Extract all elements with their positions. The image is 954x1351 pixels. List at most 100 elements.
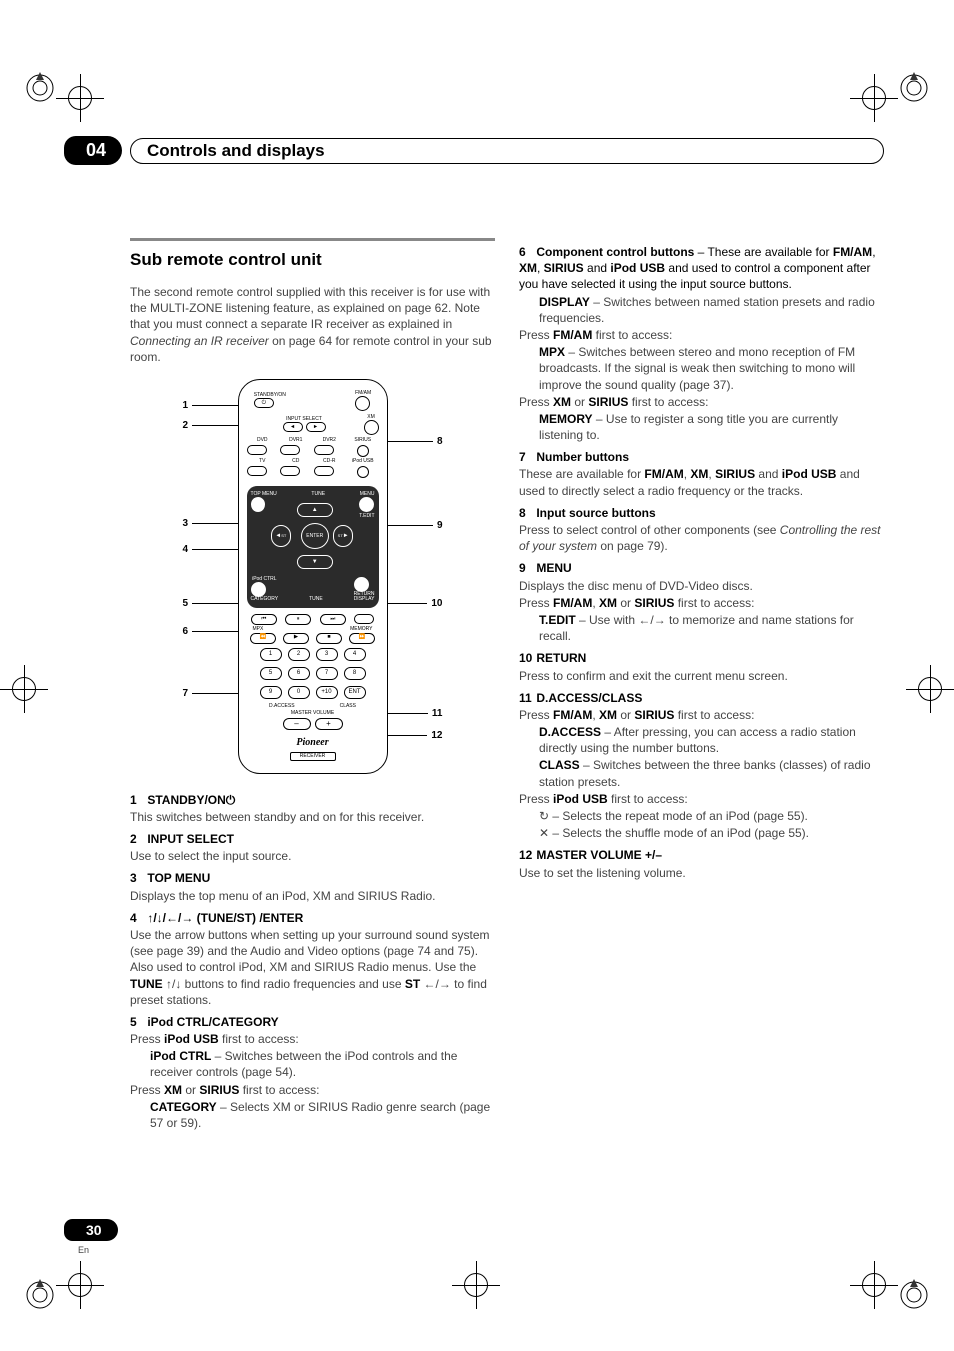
- remote-btn-dvd: [247, 445, 267, 455]
- right-column: 6 Component control buttons – These are …: [519, 238, 884, 1135]
- item-text: Press XM or SIRIUS first to access:: [519, 394, 884, 410]
- item-title: INPUT SELECT: [147, 832, 234, 846]
- regmark-bottom-left: [20, 1275, 60, 1315]
- item-number: 11: [519, 690, 533, 706]
- item-number: 7: [519, 449, 533, 465]
- item-number: 8: [519, 505, 533, 521]
- remote-btn-display: [354, 614, 374, 624]
- item-title: ↑/↓/←/→ (TUNE/ST) /ENTER: [147, 911, 303, 925]
- regmark-bottom-right: [894, 1275, 934, 1315]
- regmark-top-right: [894, 68, 934, 108]
- remote-receiver-label: RECEIVER: [290, 752, 336, 761]
- leader-8: 8: [379, 435, 443, 449]
- item-title: MENU: [536, 561, 571, 575]
- remote-btn-inputselect-left: ◄: [283, 422, 303, 432]
- item-text: Use the arrow buttons when setting up yo…: [130, 927, 495, 1008]
- remote-btn-vol-down: –: [283, 718, 311, 730]
- remote-btn-stop: ■: [316, 633, 342, 644]
- item-text: Displays the top menu of an iPod, XM and…: [130, 888, 495, 904]
- remote-diagram: 1 2 3 4 5 6 7 8 9 10 11 12 STANDBY/ON ⏻: [183, 379, 443, 774]
- desc-item-10: 10 RETURNPress to confirm and exit the c…: [519, 650, 884, 683]
- item-title: Input source buttons: [536, 506, 655, 520]
- chapter-number-pill: 04: [64, 136, 122, 165]
- item-text: Press to select control of other compone…: [519, 522, 884, 554]
- item-text: Use to set the listening volume.: [519, 865, 884, 881]
- desc-item-11: 11 D.ACCESS/CLASS Press FM/AM, XM or SIRI…: [519, 690, 884, 842]
- leader-2: 2: [183, 419, 247, 433]
- remote-btn-8: 8: [344, 667, 366, 680]
- section-title: Sub remote control unit: [130, 249, 495, 272]
- remote-label-fmam: FM/AM: [355, 391, 371, 396]
- item-number: 5: [130, 1014, 144, 1030]
- item-text: This switches between standby and on for…: [130, 809, 495, 825]
- item-indent: CATEGORY – Selects XM or SIRIUS Radio ge…: [150, 1099, 495, 1131]
- right-items: 6 Component control buttons – These are …: [519, 244, 884, 881]
- left-column: Sub remote control unit The second remot…: [130, 238, 495, 1135]
- desc-item-8: 8 Input source buttons Press to select co…: [519, 505, 884, 555]
- leader-3: 3: [183, 517, 247, 531]
- remote-btn-fmam: [355, 396, 370, 411]
- cross-mid-left: [0, 665, 48, 713]
- remote-btn-cdr: [314, 466, 334, 476]
- cross-mid-right: [906, 665, 954, 713]
- remote-btn-ipodusb: [357, 466, 369, 478]
- cross-bottom-right: [850, 1261, 898, 1309]
- item-title: RETURN: [536, 651, 586, 665]
- remote-btn-next: ⏭: [320, 614, 346, 625]
- item-title: STANDBY/ON⏻: [147, 793, 235, 807]
- remote-btn-sirius: [357, 445, 369, 457]
- cross-top-right: [850, 74, 898, 122]
- item-number: 2: [130, 831, 144, 847]
- item-title: MASTER VOLUME +/–: [536, 848, 662, 862]
- chapter-title-frame: Controls and displays: [130, 138, 884, 164]
- page-number-pill: 30: [64, 1219, 118, 1241]
- item-text: These are available for FM/AM, XM, SIRIU…: [519, 466, 884, 498]
- remote-btn-ent: ENT: [344, 686, 366, 699]
- item-indent: ↻ – Selects the repeat mode of an iPod (…: [539, 808, 884, 824]
- item-number: 3: [130, 870, 144, 886]
- remote-btn-9: 9: [260, 686, 282, 699]
- leader-6: 6: [183, 625, 247, 639]
- intro-text-1: The second remote control supplied with …: [130, 285, 490, 331]
- item-indent: DISPLAY – Switches between named station…: [539, 294, 884, 326]
- cross-bottom-left: [56, 1261, 104, 1309]
- desc-item-12: 12 MASTER VOLUME +/– Use to set the liste…: [519, 847, 884, 880]
- intro-em: Connecting an IR receiver: [130, 334, 269, 348]
- page-lang: En: [78, 1245, 89, 1255]
- remote-btn-2: 2: [288, 648, 310, 661]
- remote-btn-vol-up: +: [315, 718, 343, 730]
- power-icon: ⏻: [226, 793, 236, 807]
- desc-item-4: 4 ↑/↓/←/→ (TUNE/ST) /ENTERUse the arrow …: [130, 910, 495, 1008]
- content-columns: Sub remote control unit The second remot…: [130, 238, 884, 1135]
- remote-btn-menu: [359, 497, 374, 512]
- item-text: Press FM/AM, XM or SIRIUS first to acces…: [519, 707, 884, 723]
- repeat-icon: ↻: [539, 809, 549, 823]
- item-title: Number buttons: [536, 450, 629, 464]
- item-title: D.ACCESS/CLASS: [536, 691, 642, 705]
- leader-12: 12: [383, 729, 443, 743]
- remote-label-xm: XM: [364, 415, 379, 420]
- remote-btn-pause: ⏸: [285, 614, 311, 625]
- item-number: 1: [130, 792, 144, 808]
- leader-9: 9: [379, 519, 443, 533]
- remote-body: STANDBY/ON ⏻ FM/AM INPUT SELECT ◄ ►: [238, 379, 388, 774]
- shuffle-icon: ✕: [539, 826, 549, 840]
- item-text: Press XM or SIRIUS first to access:: [130, 1082, 495, 1098]
- remote-btn-standby: ⏻: [254, 398, 274, 408]
- remote-btn-play: ▶: [283, 633, 309, 644]
- desc-item-1: 1 STANDBY/ON⏻ This switches between stand…: [130, 792, 495, 825]
- leader-10: 10: [383, 597, 443, 611]
- item-number: 12: [519, 847, 533, 863]
- chapter-title: Controls and displays: [147, 141, 325, 161]
- item-indent: D.ACCESS – After pressing, you can acces…: [539, 724, 884, 756]
- item-number: 9: [519, 560, 533, 576]
- remote-btn-enter: ENTER: [301, 523, 329, 549]
- remote-btn-rew: ⏪: [250, 633, 276, 644]
- remote-label-mastervol: MASTER VOLUME: [247, 711, 379, 716]
- remote-btn-cd: [280, 466, 300, 476]
- item-text: Use to select the input source.: [130, 848, 495, 864]
- section-bar: [130, 238, 495, 241]
- left-items: 1 STANDBY/ON⏻ This switches between stand…: [130, 792, 495, 1132]
- item-title: TOP MENU: [147, 871, 210, 885]
- remote-btn-plus10: +10: [316, 686, 338, 699]
